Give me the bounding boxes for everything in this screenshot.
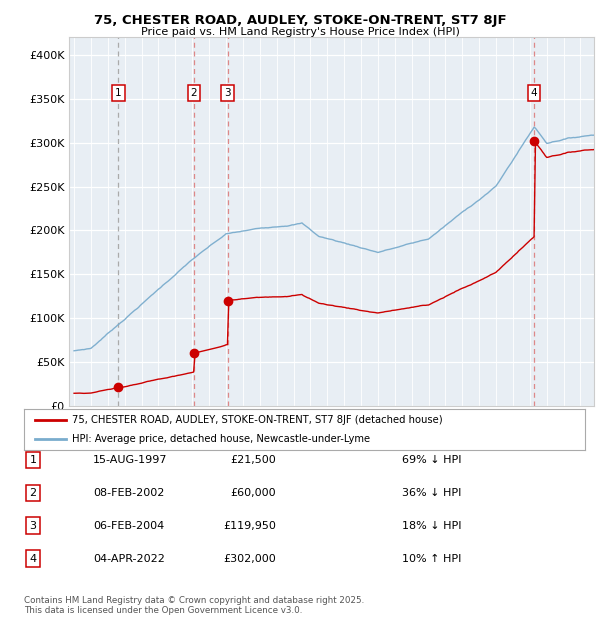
Text: 08-FEB-2002: 08-FEB-2002 [93,488,164,498]
Text: 1: 1 [29,455,37,465]
Text: HPI: Average price, detached house, Newcastle-under-Lyme: HPI: Average price, detached house, Newc… [71,434,370,444]
Text: £60,000: £60,000 [230,488,276,498]
Text: Contains HM Land Registry data © Crown copyright and database right 2025.
This d: Contains HM Land Registry data © Crown c… [24,596,364,615]
Text: 2: 2 [29,488,37,498]
Text: Price paid vs. HM Land Registry's House Price Index (HPI): Price paid vs. HM Land Registry's House … [140,27,460,37]
Text: £119,950: £119,950 [223,521,276,531]
Text: 75, CHESTER ROAD, AUDLEY, STOKE-ON-TRENT, ST7 8JF (detached house): 75, CHESTER ROAD, AUDLEY, STOKE-ON-TRENT… [71,415,442,425]
Text: 2: 2 [191,89,197,99]
Text: 10% ↑ HPI: 10% ↑ HPI [402,554,461,564]
Text: 75, CHESTER ROAD, AUDLEY, STOKE-ON-TRENT, ST7 8JF: 75, CHESTER ROAD, AUDLEY, STOKE-ON-TRENT… [94,14,506,27]
Text: 1: 1 [115,89,122,99]
Text: 3: 3 [29,521,37,531]
Text: 4: 4 [29,554,37,564]
Text: 36% ↓ HPI: 36% ↓ HPI [402,488,461,498]
Text: 06-FEB-2004: 06-FEB-2004 [93,521,164,531]
Text: £302,000: £302,000 [223,554,276,564]
Text: 18% ↓ HPI: 18% ↓ HPI [402,521,461,531]
Text: 69% ↓ HPI: 69% ↓ HPI [402,455,461,465]
Text: 04-APR-2022: 04-APR-2022 [93,554,165,564]
Text: 4: 4 [531,89,538,99]
Text: 3: 3 [224,89,231,99]
Text: 15-AUG-1997: 15-AUG-1997 [93,455,167,465]
Text: £21,500: £21,500 [230,455,276,465]
